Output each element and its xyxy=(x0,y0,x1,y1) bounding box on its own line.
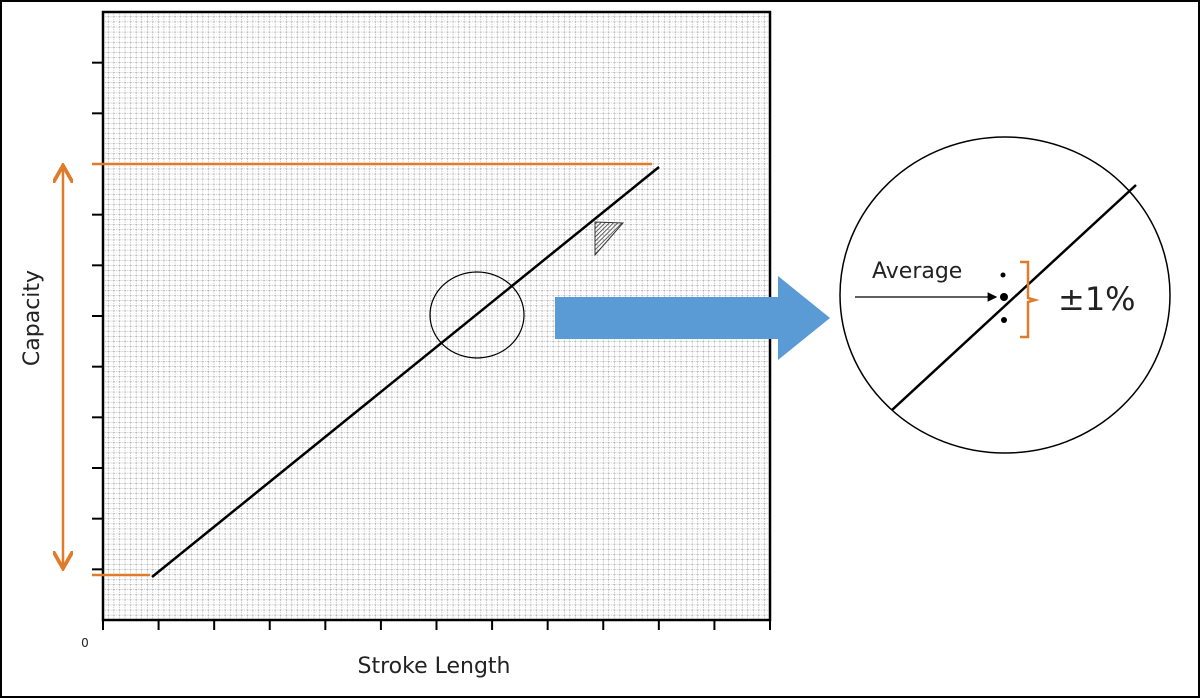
x-axis-label: Stroke Length xyxy=(358,654,511,679)
tolerance-bracket xyxy=(1020,260,1040,339)
average-label: Average xyxy=(872,259,962,284)
capacity-line xyxy=(151,166,660,578)
zoom-circle xyxy=(429,271,525,359)
zoom-arrow xyxy=(555,276,830,360)
ticks xyxy=(92,61,771,630)
y-axis-label: Capacity xyxy=(20,270,45,366)
tolerance-label: ±1% xyxy=(1058,280,1136,318)
sample-dot xyxy=(1001,317,1007,323)
average-dot xyxy=(1000,293,1008,301)
marker-triangle xyxy=(594,221,625,257)
origin-label: 0 xyxy=(81,636,89,650)
zoom-line xyxy=(891,184,1137,411)
sample-dot xyxy=(1000,272,1006,278)
